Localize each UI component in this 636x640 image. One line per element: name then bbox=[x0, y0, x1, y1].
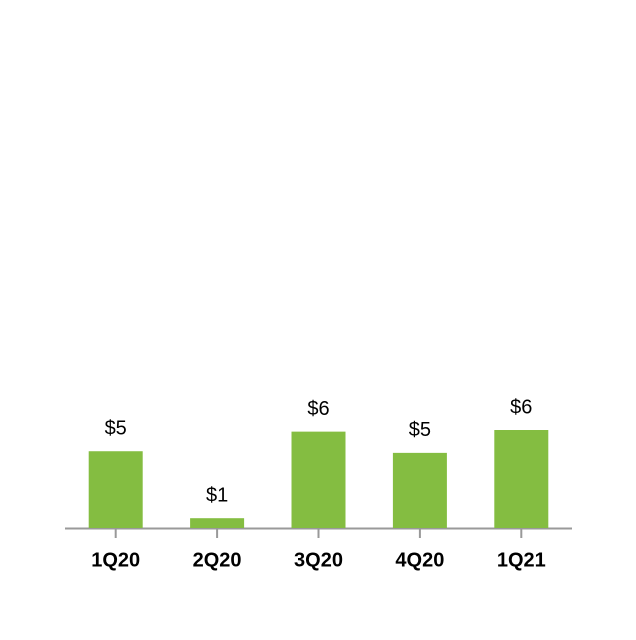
bar bbox=[291, 431, 346, 528]
x-tick-label: 2Q20 bbox=[193, 549, 242, 571]
x-tick-label: 3Q20 bbox=[294, 549, 343, 571]
value-label: $6 bbox=[510, 396, 532, 418]
bar bbox=[190, 518, 245, 528]
x-tick-label: 1Q21 bbox=[497, 549, 546, 571]
value-label: $5 bbox=[409, 419, 431, 441]
bar bbox=[494, 430, 549, 528]
value-label: $5 bbox=[105, 418, 127, 440]
value-label: $1 bbox=[206, 484, 228, 506]
x-tick-label: 1Q20 bbox=[91, 549, 140, 571]
bar bbox=[88, 451, 143, 528]
x-tick-label: 4Q20 bbox=[395, 549, 444, 571]
value-label: $6 bbox=[307, 398, 329, 420]
bar bbox=[392, 452, 447, 528]
